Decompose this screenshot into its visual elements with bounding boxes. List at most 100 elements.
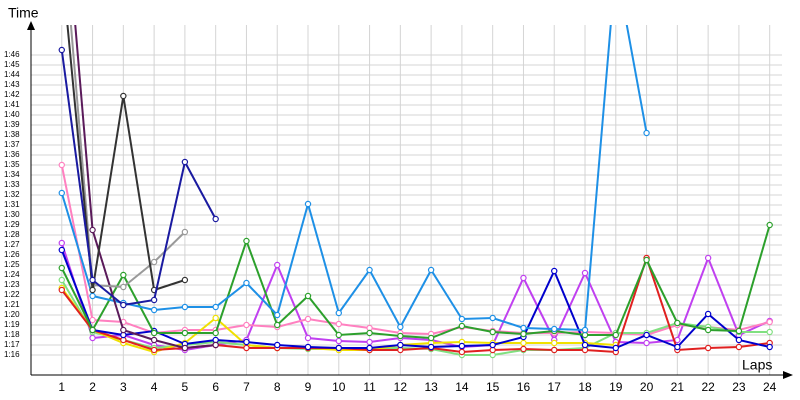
- point: [274, 311, 281, 319]
- y-tick-label: 1:23: [4, 280, 20, 289]
- point: [150, 306, 158, 314]
- point: [150, 336, 158, 344]
- y-tick-label: 1:45: [4, 60, 20, 69]
- point: [120, 92, 127, 100]
- point: [120, 301, 127, 309]
- x-tick-label: 17: [548, 380, 562, 394]
- point: [427, 334, 435, 342]
- point: [366, 338, 373, 346]
- x-tick-label: 6: [212, 380, 219, 394]
- x-tick-label: 12: [394, 380, 408, 394]
- point: [150, 346, 158, 354]
- point: [304, 334, 312, 342]
- point: [612, 331, 619, 339]
- point: [58, 189, 65, 197]
- x-tick-label: 19: [609, 380, 623, 394]
- point: [181, 303, 189, 311]
- point: [366, 344, 373, 352]
- point: [274, 261, 281, 269]
- point: [304, 292, 312, 300]
- point: [120, 283, 127, 291]
- point: [89, 334, 96, 342]
- series-line: [74, 25, 216, 350]
- point: [89, 292, 96, 300]
- point: [304, 343, 312, 351]
- x-axis-label: Laps: [742, 357, 772, 373]
- point: [181, 276, 189, 284]
- point: [243, 344, 250, 352]
- point: [551, 339, 558, 347]
- y-tick-label: 1:25: [4, 260, 20, 269]
- y-tick-label: 1:26: [4, 250, 20, 259]
- point: [520, 324, 527, 332]
- point: [181, 228, 189, 236]
- point: [243, 338, 250, 346]
- point: [489, 341, 496, 349]
- x-tick-label: 23: [732, 380, 746, 394]
- point: [704, 326, 712, 334]
- y-tick-label: 1:37: [4, 140, 20, 149]
- point: [58, 246, 65, 254]
- y-tick-label: 1:32: [4, 190, 20, 199]
- point: [427, 266, 435, 274]
- point: [58, 264, 65, 272]
- y-tick-label: 1:38: [4, 130, 20, 139]
- point: [551, 267, 558, 275]
- y-tick-label: 1:44: [4, 70, 20, 79]
- point: [612, 344, 619, 352]
- x-tick-label: 16: [517, 380, 531, 394]
- y-tick-label: 1:28: [4, 230, 20, 239]
- y-tick-label: 1:18: [4, 330, 20, 339]
- point: [243, 237, 250, 245]
- point: [89, 286, 96, 294]
- point: [212, 341, 219, 349]
- point: [58, 161, 65, 169]
- plot-area: [58, 25, 773, 359]
- point: [581, 326, 589, 334]
- point: [643, 331, 650, 339]
- point: [766, 343, 773, 351]
- labels: 1:161:171:181:191:201:211:221:231:241:25…: [4, 50, 777, 394]
- point: [181, 329, 189, 337]
- point: [643, 256, 650, 264]
- y-tick-label: 1:20: [4, 310, 20, 319]
- x-tick-label: 1: [58, 380, 65, 394]
- point: [58, 46, 65, 54]
- point: [335, 331, 342, 339]
- x-tick-label: 3: [120, 380, 127, 394]
- series-line: [60, 164, 770, 337]
- y-tick-label: 1:21: [4, 300, 20, 309]
- point: [335, 320, 342, 328]
- y-tick-label: 1:33: [4, 180, 20, 189]
- point: [397, 332, 404, 340]
- point: [551, 346, 558, 354]
- point: [581, 341, 589, 349]
- point: [489, 328, 496, 336]
- y-tick-label: 1:29: [4, 220, 20, 229]
- point: [643, 129, 650, 137]
- y-tick-label: 1:22: [4, 290, 20, 299]
- point: [243, 321, 250, 329]
- series-line: [60, 254, 770, 354]
- y-tick-label: 1:34: [4, 170, 20, 179]
- point: [520, 274, 527, 282]
- x-tick-label: 14: [455, 380, 469, 394]
- x-tick-label: 7: [243, 380, 250, 394]
- point: [304, 200, 312, 208]
- point: [120, 271, 127, 279]
- point: [89, 276, 96, 284]
- point: [58, 286, 65, 294]
- y-arrow: [27, 21, 35, 30]
- point: [704, 254, 712, 262]
- point: [212, 314, 219, 322]
- point: [274, 341, 281, 349]
- x-tick-label: 2: [89, 380, 96, 394]
- point: [551, 325, 558, 333]
- point: [58, 276, 65, 284]
- y-tick-label: 1:31: [4, 200, 20, 209]
- point: [581, 269, 589, 277]
- point: [766, 328, 773, 336]
- point: [366, 329, 373, 337]
- x-arrow: [783, 371, 793, 379]
